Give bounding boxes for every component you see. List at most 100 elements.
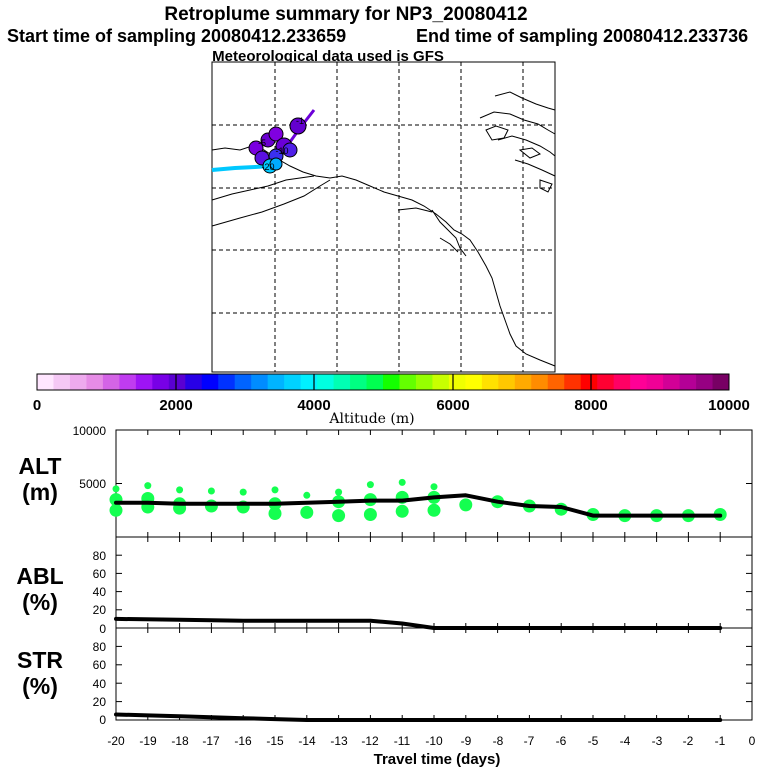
colorbar-tick-label: 8000 (574, 397, 607, 414)
colorbar-tick-label: 4000 (297, 397, 330, 414)
alt-ylabel-unit: (m) (22, 479, 58, 505)
colorbar-swatch (399, 374, 417, 390)
alt-scatter-point (271, 486, 279, 494)
colorbar-swatch (597, 374, 615, 390)
colorbar-swatch (366, 374, 384, 390)
colorbar-swatch (481, 374, 499, 390)
trajectory-map: -20 -10 -5 -1 (211, 61, 556, 373)
colorbar-swatch (185, 374, 203, 390)
xtick-label: -7 (524, 734, 535, 748)
xtick-label: -17 (202, 734, 220, 748)
colorbar-swatch (465, 374, 483, 390)
alt-scatter-point (144, 482, 152, 490)
xtick-label: -20 (107, 734, 125, 748)
marker-label-start: -20 (261, 162, 274, 172)
xtick-label: 0 (749, 734, 756, 748)
xtick-label: -5 (588, 734, 599, 748)
abl-ytick-label: 20 (93, 603, 107, 617)
colorbar-swatch (333, 374, 351, 390)
xtick-label: -6 (556, 734, 567, 748)
alt-scatter-point (303, 491, 311, 499)
colorbar-swatch (531, 374, 549, 390)
end-time-label: End time of sampling 20080412.233736 (416, 26, 748, 46)
colorbar-swatch (514, 374, 532, 390)
marker-label-mid: -10 (275, 146, 288, 156)
colorbar-swatch (696, 374, 713, 390)
alt-scatter-point (207, 487, 215, 495)
alt-scatter-point (366, 481, 374, 489)
abl-series (114, 616, 723, 630)
colorbar-swatch (630, 374, 648, 390)
abl-ytick-label: 40 (93, 585, 107, 599)
met-data-label: Meteorological data used is GFS (212, 48, 444, 65)
str-ytick-label: 40 (93, 677, 107, 691)
colorbar-swatch (201, 374, 219, 390)
colorbar-swatch (251, 374, 269, 390)
xtick-label: -14 (298, 734, 316, 748)
str-line (114, 712, 723, 722)
xtick-label: -3 (652, 734, 663, 748)
str-ytick-label: 20 (93, 695, 107, 709)
colorbar-swatch (300, 374, 318, 390)
xtick-label: -10 (425, 734, 443, 748)
alt-scatter-point (335, 488, 343, 496)
colorbar-swatch (679, 374, 697, 390)
alt-scatter-point (427, 503, 441, 517)
colorbar-tick-label: 6000 (436, 397, 469, 414)
colorbar-swatch (415, 374, 433, 390)
alt-scatter-point (239, 488, 247, 496)
str-ylabel-unit: (%) (22, 673, 58, 699)
colorbar-swatch (448, 374, 466, 390)
map-trajectory-markers: -20 -10 -5 -1 (258, 116, 304, 172)
alt-median-line (114, 493, 723, 518)
xtick-label: -19 (139, 734, 157, 748)
colorbar-swatch (152, 374, 170, 390)
alt-scatter-point (430, 483, 438, 491)
colorbar-swatch (218, 374, 236, 390)
xtick-label: -18 (171, 734, 189, 748)
colorbar-swatch (646, 374, 664, 390)
colorbar-tick-label: 0 (33, 397, 41, 414)
alt-median-series (114, 493, 723, 518)
colorbar-swatch (317, 374, 334, 390)
abl-ytick-label: 80 (93, 549, 107, 563)
colorbar-swatch (663, 374, 680, 390)
alt-scatter-point (300, 505, 314, 519)
altitude-colorbar (36, 373, 730, 391)
colorbar-swatch (119, 374, 137, 390)
alt-scatter-point (395, 504, 409, 518)
str-ytick-label: 80 (93, 640, 107, 654)
map-gridlines (212, 62, 555, 372)
colorbar-tick-labels: 0 2000 4000 6000 8000 10000 (33, 397, 750, 414)
alt-scatter-point (268, 507, 282, 520)
alt-scatter-point (112, 485, 120, 493)
alt-ylabel: ALT (18, 453, 61, 479)
start-time-label: Start time of sampling 20080412.233659 (7, 26, 346, 46)
trajectory-plume (211, 109, 316, 174)
colorbar-axis-label: Altitude (m) (328, 411, 414, 427)
colorbar-frame (36, 373, 730, 391)
alt-scatter-point (109, 503, 123, 517)
str-ytick-label: 60 (93, 658, 107, 672)
alt-ytick-label: 10000 (73, 424, 107, 438)
xtick-label: -2 (683, 734, 694, 748)
colorbar-swatch (580, 374, 598, 390)
coastlines (211, 91, 556, 367)
xtick-label: -15 (266, 734, 284, 748)
colorbar-swatch (498, 374, 516, 390)
alt-scatter-point (332, 509, 346, 523)
colorbar-swatch (547, 374, 565, 390)
str-series (114, 712, 723, 722)
colorbar-swatch (135, 374, 153, 390)
xtick-label: -13 (330, 734, 348, 748)
alt-scatter-point (204, 499, 218, 513)
alt-scatter-point (363, 508, 377, 521)
figure-title: Retroplume summary for NP3_20080412 (164, 4, 527, 25)
xtick-label: -12 (361, 734, 379, 748)
abl-ylabel-unit: (%) (22, 589, 58, 615)
xtick-label: -4 (620, 734, 631, 748)
xtick-labels: -20 -19 -18 -17 -16 -15 -14 -13 -12 -11 … (107, 734, 755, 748)
colorbar-swatch (267, 374, 285, 390)
abl-ytick-label: 60 (93, 567, 107, 581)
